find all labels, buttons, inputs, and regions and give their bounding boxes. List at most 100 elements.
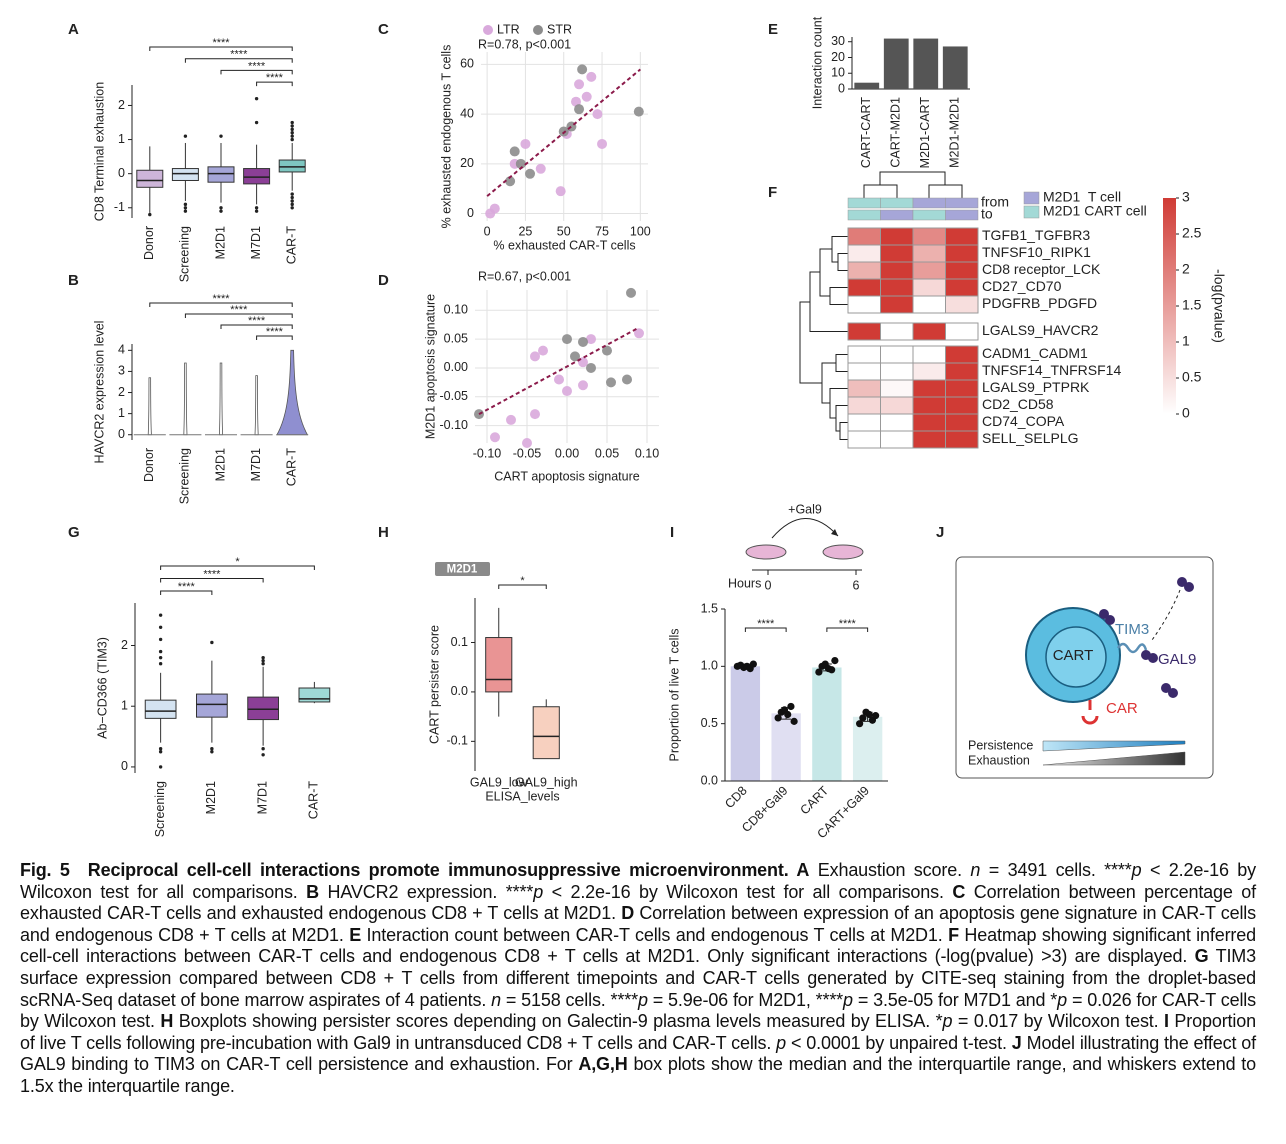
caption-run: p: [637, 989, 648, 1010]
gal9: [1161, 683, 1171, 693]
x-tick-label: 0.10: [635, 446, 659, 460]
significance-label: ****: [248, 60, 266, 72]
outlier: [290, 199, 294, 203]
outlier: [261, 662, 265, 666]
x-tick-label: CART-CART: [859, 97, 873, 168]
colorbar-tick-label: 3: [1182, 189, 1190, 205]
outlier: [290, 195, 294, 200]
caption-run: p: [942, 1011, 953, 1032]
significance-bracket: [184, 313, 293, 318]
bar: [812, 667, 842, 781]
time-axis-label: Hours: [728, 576, 761, 590]
point: [520, 138, 531, 149]
box: [171, 168, 199, 181]
point: [790, 717, 798, 725]
caption-run: Fig. 5: [20, 860, 70, 880]
significance-bracket: [256, 335, 293, 340]
point: [489, 203, 500, 214]
outlier: [158, 655, 163, 660]
y-tick-label: 3: [118, 364, 125, 378]
point: [530, 409, 540, 420]
point: [574, 79, 585, 90]
y-tick-label: 0.10: [444, 303, 468, 317]
caption-run: Correlation between percentage of exhaus…: [20, 881, 1256, 924]
y-axis-label: HAVCR2 expression level: [92, 321, 106, 464]
outlier: [148, 212, 152, 217]
annotation-cell: [945, 209, 979, 221]
caption-run: < 2.2e-16 by Wilcoxon test for all compa…: [20, 860, 1257, 902]
point: [515, 158, 526, 169]
x-tick-label: -0.10: [473, 446, 502, 460]
point: [586, 334, 596, 345]
caption-run: p: [1057, 989, 1068, 1010]
point: [562, 334, 572, 345]
ligand-label: GAL9: [1158, 651, 1196, 668]
violin: [276, 349, 309, 436]
trend-line: [478, 326, 640, 416]
bar: [854, 82, 880, 89]
point: [581, 91, 592, 102]
heatmap-cell: [880, 227, 914, 246]
annotation-label: from: [981, 194, 1009, 210]
heatmap-cell: [880, 413, 914, 432]
x-tick-label: 0: [484, 224, 491, 238]
y-axis-label: Interaction count: [810, 16, 824, 109]
heatmap-cell: [912, 413, 946, 432]
time-label: 0: [765, 578, 772, 592]
box: [485, 637, 513, 693]
outlier: [290, 131, 294, 135]
box: [298, 687, 331, 703]
panel-letter: D: [378, 272, 389, 289]
gal9: [1177, 577, 1187, 587]
caption-run: Model illustrating the effect of GAL9 bi…: [20, 1032, 1256, 1075]
car-receptor: [1081, 700, 1099, 725]
heatmap-cell: [945, 322, 979, 341]
heatmap-cell: [847, 322, 881, 341]
y-tick-label: 0.05: [444, 331, 468, 345]
heatmap-cell: [945, 430, 979, 449]
significance-label: ****: [230, 49, 248, 61]
row-label: PDGFRB_PDGFD: [982, 295, 1097, 311]
trend-line: [486, 68, 641, 197]
y-tick-label: 1: [118, 406, 125, 420]
caption-run: Boxplots showing persister scores depend…: [173, 1011, 943, 1032]
point: [570, 351, 580, 362]
point: [538, 345, 548, 356]
y-tick-label: -1: [114, 200, 125, 214]
outlier: [210, 640, 214, 645]
panel-letter: B: [68, 272, 79, 289]
heatmap-cell: [880, 322, 914, 341]
point: [633, 106, 644, 117]
outlier: [261, 747, 265, 751]
caption-run: J: [1011, 1032, 1022, 1053]
annotation-cell: [945, 197, 979, 209]
y-axis-label: Proportion of live T cells: [667, 629, 681, 762]
annotation-cell: [912, 209, 946, 221]
outlier: [183, 209, 188, 213]
annotation-cell: [847, 197, 881, 209]
bar: [730, 666, 761, 781]
point: [831, 657, 839, 665]
gal9: [1148, 653, 1158, 663]
heatmap-cell: [912, 345, 946, 364]
point: [586, 362, 596, 373]
caption-run: < 2.2e-16 by Wilcoxon test for all compa…: [543, 881, 953, 902]
outlier: [290, 127, 294, 132]
caption-run: TIM3 surface expression compared between…: [20, 946, 1256, 1010]
heatmap-cell: [912, 261, 946, 280]
x-tick-label: 0.05: [595, 446, 619, 460]
y-tick-label: 10: [831, 66, 845, 80]
point: [784, 710, 792, 719]
row-label: CADM1_CADM1: [982, 345, 1088, 361]
heatmap-cell: [880, 362, 914, 381]
exhaustion-label: Exhaustion: [968, 753, 1030, 767]
y-axis-label: % exhausted endogenous T cells: [439, 45, 453, 229]
outlier: [158, 625, 163, 629]
x-axis-label: % exhausted CAR-T cells: [493, 238, 635, 252]
heatmap-cell: [912, 396, 946, 415]
caption-run: F: [948, 924, 959, 945]
x-tick-label: M7D1: [249, 226, 263, 259]
point: [505, 176, 516, 187]
heatmap-cell: [880, 430, 914, 449]
significance-label: ****: [178, 581, 196, 593]
